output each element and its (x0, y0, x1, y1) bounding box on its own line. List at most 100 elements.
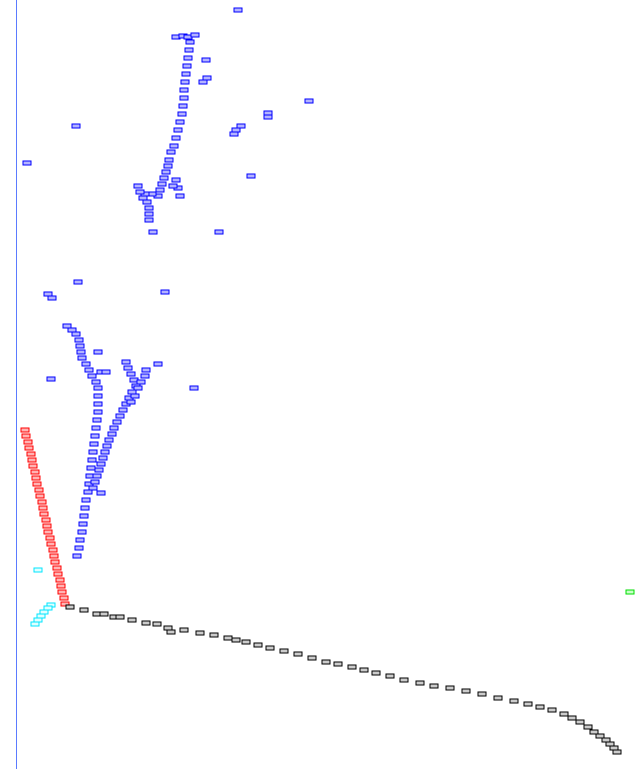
hit-marker (94, 410, 102, 414)
hit-marker (91, 480, 99, 484)
hit-marker (78, 356, 86, 360)
hit-marker (40, 610, 48, 614)
hit-marker (31, 622, 39, 626)
hit-marker (400, 678, 408, 682)
hit-marker (29, 464, 37, 468)
hit-marker (53, 566, 61, 570)
hit-marker (82, 498, 90, 502)
hit-marker (478, 692, 486, 696)
hit-marker (348, 665, 356, 669)
hit-marker (230, 132, 238, 136)
hit-marker (93, 474, 101, 478)
hit-marker (21, 428, 29, 432)
hit-marker (322, 660, 330, 664)
hit-marker (37, 614, 45, 618)
hit-marker (27, 452, 35, 456)
hit-marker (97, 462, 105, 466)
hit-marker (89, 486, 97, 490)
hit-marker (46, 536, 54, 540)
hit-marker (100, 612, 108, 616)
hit-marker (548, 708, 556, 712)
hit-marker (94, 402, 102, 406)
hit-marker (134, 386, 142, 390)
hit-marker (142, 621, 150, 625)
hit-marker (128, 618, 136, 622)
hit-marker (162, 170, 170, 174)
hit-marker (160, 176, 168, 180)
hit-marker (334, 662, 342, 666)
hit-marker (103, 444, 111, 448)
hit-marker (34, 568, 42, 572)
hit-marker (38, 500, 46, 504)
hit-marker (524, 702, 532, 706)
hit-marker (134, 184, 142, 188)
hit-marker (73, 554, 81, 558)
hit-marker (101, 450, 109, 454)
hit-marker (44, 606, 52, 610)
hit-marker (184, 56, 192, 60)
hit-marker (191, 33, 199, 37)
hit-marker (590, 730, 598, 734)
hit-marker (94, 386, 102, 390)
hit-marker (178, 112, 186, 116)
hit-marker (54, 572, 62, 576)
chart (0, 0, 635, 769)
hit-marker (145, 212, 153, 216)
hit-marker (116, 414, 124, 418)
hit-marker (610, 746, 618, 750)
hit-marker (153, 622, 161, 626)
hit-marker (79, 522, 87, 526)
hit-marker (462, 689, 470, 693)
hit-marker (116, 615, 124, 619)
hit-marker (210, 633, 218, 637)
hit-marker (203, 76, 211, 80)
hit-marker (372, 671, 380, 675)
hit-marker (224, 636, 232, 640)
hit-marker (81, 506, 89, 510)
hit-marker (143, 200, 151, 204)
hit-marker (430, 684, 438, 688)
hit-marker (39, 506, 47, 510)
hit-marker (97, 491, 105, 495)
hit-marker (93, 418, 101, 422)
hit-marker (32, 476, 40, 480)
hit-marker (80, 608, 88, 612)
hit-marker (180, 96, 188, 100)
hit-marker (165, 158, 173, 162)
hit-marker (84, 490, 92, 494)
hit-marker (58, 590, 66, 594)
hit-marker (137, 380, 145, 384)
hit-marker (158, 182, 166, 186)
hit-marker (172, 136, 180, 140)
hit-marker (23, 161, 31, 165)
hit-marker (88, 374, 96, 378)
hit-marker (280, 649, 288, 653)
hit-marker (494, 696, 502, 700)
hit-marker (149, 230, 157, 234)
hit-marker (167, 630, 175, 634)
hit-marker (176, 194, 184, 198)
hit-marker (72, 332, 80, 336)
hit-marker (127, 372, 135, 376)
hit-marker (113, 420, 121, 424)
hit-marker (145, 218, 153, 222)
hit-marker (170, 144, 178, 148)
hit-marker (232, 638, 240, 642)
hit-marker (99, 456, 107, 460)
hit-marker (108, 432, 116, 436)
hit-marker (25, 446, 33, 450)
hit-marker (602, 738, 610, 742)
hit-marker (185, 48, 193, 52)
hit-marker (199, 80, 207, 84)
hit-marker (174, 128, 182, 132)
hit-marker (176, 120, 184, 124)
hit-marker (74, 280, 82, 284)
hit-marker (66, 605, 74, 609)
hit-marker (202, 58, 210, 62)
hit-marker (43, 524, 51, 528)
hit-marker (128, 390, 136, 394)
hit-marker (28, 458, 36, 462)
hit-marker (360, 668, 368, 672)
hit-marker (75, 338, 83, 342)
hit-marker (131, 394, 139, 398)
